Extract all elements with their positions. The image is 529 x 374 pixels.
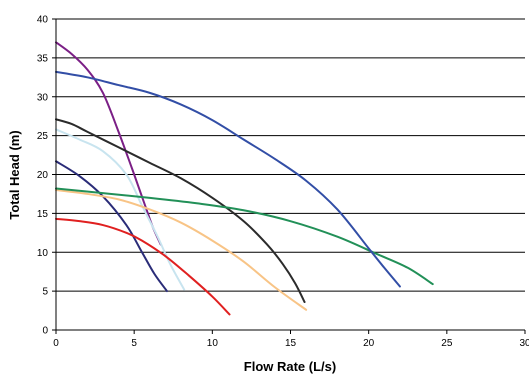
y-tick-label: 15 (37, 209, 49, 220)
x-tick-label: 5 (131, 338, 137, 349)
x-tick-label: 25 (441, 338, 453, 349)
series-line-3 (55, 160, 168, 293)
x-tick-label: 20 (363, 338, 375, 349)
series-line-2 (55, 128, 186, 291)
series-line-1 (55, 41, 162, 246)
x-tick-label: 15 (285, 338, 297, 349)
y-tick-label: 10 (37, 248, 49, 259)
y-tick-label: 5 (42, 287, 48, 298)
y-tick-label: 20 (37, 170, 49, 181)
x-tick-label: 0 (53, 338, 59, 349)
series-lines (55, 41, 434, 316)
x-axis-title: Flow Rate (L/s) (244, 359, 336, 374)
y-tick-label: 0 (42, 326, 48, 337)
y-axis-title: Total Head (m) (7, 130, 22, 219)
y-tick-label: 25 (37, 131, 49, 142)
y-tick-label: 40 (37, 15, 49, 26)
series-line-8 (55, 70, 401, 288)
series-line-4 (55, 217, 231, 316)
x-tick-label: 30 (519, 338, 529, 349)
series-line-5 (55, 189, 308, 311)
y-tick-label: 30 (37, 92, 49, 103)
series-line-6 (55, 118, 306, 304)
tick-labels: 0 5 10 15 20 25 30 35 40 0 5 10 15 20 25 30 (37, 15, 529, 350)
series-line-7 (55, 187, 434, 286)
x-tick-label: 10 (207, 338, 219, 349)
y-tick-label: 35 (37, 53, 49, 64)
axes (52, 18, 526, 334)
